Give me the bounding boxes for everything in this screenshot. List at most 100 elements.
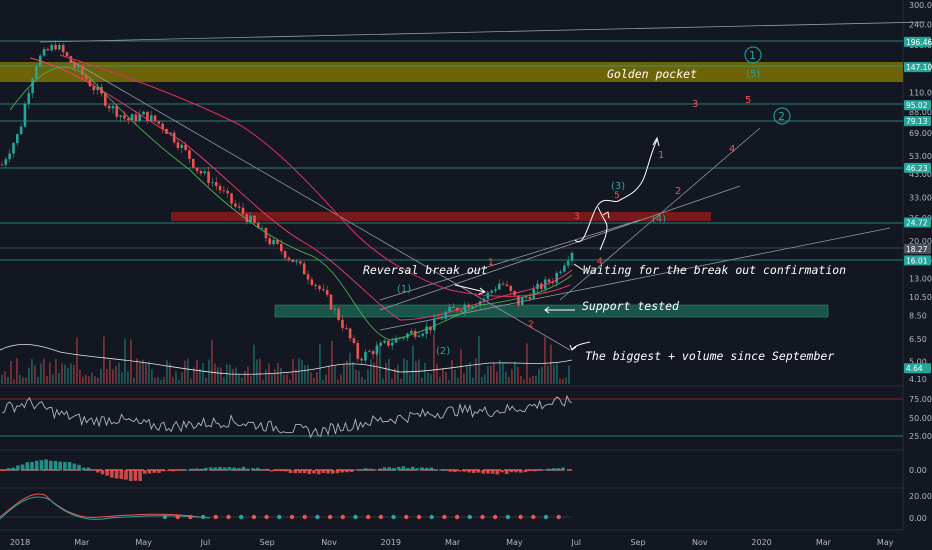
candle-body: [237, 206, 241, 208]
macd-bar: [500, 470, 504, 473]
candle-body: [543, 279, 547, 289]
macd-bar: [481, 470, 485, 474]
osc-dot: [251, 514, 257, 520]
osc-dot: [404, 514, 409, 520]
volume-bar: [490, 365, 492, 384]
volume-bar: [418, 359, 420, 384]
volume-bar: [415, 361, 417, 384]
candle-body: [54, 44, 57, 50]
volume-bar: [397, 364, 399, 384]
candle-body: [46, 49, 50, 51]
osc-dot: [543, 514, 549, 520]
time-tick-label: Sep: [260, 538, 275, 547]
volume-bar: [373, 362, 375, 384]
volume-bar: [67, 367, 69, 384]
candle-body: [199, 171, 203, 174]
macd-bar: [349, 470, 354, 472]
osc-dot: [340, 514, 345, 520]
volume-bar: [541, 367, 543, 384]
volume-bar: [199, 368, 201, 384]
volume-bar: [508, 377, 510, 384]
wave-2-green: 2: [778, 110, 785, 123]
candle-body: [356, 342, 360, 359]
volume-bar: [472, 377, 474, 384]
macd-bar: [307, 470, 312, 475]
candle-body: [559, 271, 562, 273]
macd-bar: [119, 470, 124, 480]
volume-bar: [76, 337, 78, 384]
volume-bar: [493, 362, 495, 384]
time-tick-label: 2018: [10, 538, 30, 547]
volume-bar: [562, 378, 564, 384]
osc-dot: [162, 514, 168, 520]
price-tag: 147.10: [904, 62, 932, 73]
macd-bar: [20, 464, 25, 471]
macd-bar: [190, 468, 194, 471]
macd-bar: [415, 468, 420, 471]
macd-bar: [227, 467, 232, 471]
candle-body: [310, 279, 314, 285]
volume-bar: [307, 365, 309, 384]
macd-bar: [208, 467, 213, 471]
price-tick-label: 88.00: [909, 108, 932, 117]
volume-bar: [346, 360, 348, 384]
golden-pocket-zone: [0, 62, 903, 82]
volume-bar: [364, 379, 366, 384]
volume-bar: [211, 340, 213, 384]
volume-bar: [403, 358, 405, 384]
volume-bar: [46, 376, 48, 384]
volume-bar: [166, 360, 168, 384]
macd-bar: [53, 461, 58, 471]
candle-body: [0, 164, 4, 166]
reversal-breakout-label: Reversal break out: [363, 263, 488, 277]
time-tick-label: Jul: [200, 538, 211, 547]
candle-body: [348, 328, 352, 339]
candle-body: [253, 215, 256, 223]
volume-bar: [241, 377, 243, 384]
macd-bar: [462, 470, 467, 472]
volume-bar: [550, 344, 552, 384]
candle-body: [417, 335, 421, 337]
macd-bar: [232, 467, 236, 471]
price-tick-label: 43.00: [909, 170, 932, 179]
time-tick-label: Jul: [570, 538, 581, 547]
subwave-1-red: 1: [488, 258, 494, 268]
projection-down: [597, 206, 608, 251]
osc-dot: [442, 514, 447, 520]
candle-body: [287, 257, 291, 260]
time-tick-label: May: [135, 538, 152, 547]
volume-bar: [109, 359, 111, 384]
macd-bar: [260, 469, 265, 471]
macd-bar: [476, 470, 481, 473]
candle-body: [276, 240, 279, 244]
volume-bar: [388, 358, 390, 384]
candle-body: [425, 326, 428, 334]
volume-bar: [40, 363, 42, 384]
price-tick-label: 53.00: [909, 152, 932, 161]
macd-bar: [495, 470, 500, 475]
macd-bar: [420, 467, 424, 471]
macd-bar: [204, 467, 208, 471]
volume-bar: [193, 367, 195, 384]
macd-bar: [2, 470, 6, 471]
candle-body: [218, 185, 222, 191]
candle-body: [501, 283, 505, 285]
macd-bar: [288, 470, 293, 473]
volume-average-line: [0, 344, 573, 375]
macd-bar: [373, 469, 377, 471]
time-tick-label: Mar: [816, 538, 832, 547]
pane-separators: [0, 0, 904, 531]
volume-bar: [253, 344, 255, 384]
macd-bar: [39, 460, 44, 471]
candle-body: [180, 144, 184, 148]
volume-bar: [256, 359, 258, 384]
volume-bar: [394, 368, 396, 384]
volume-bar: [520, 376, 522, 384]
macd-bar: [185, 469, 189, 471]
candle-body: [111, 105, 115, 109]
volume-bar: [475, 358, 477, 384]
candle-body: [436, 318, 440, 320]
macd-bar: [467, 470, 471, 473]
osc-dot: [391, 514, 396, 520]
